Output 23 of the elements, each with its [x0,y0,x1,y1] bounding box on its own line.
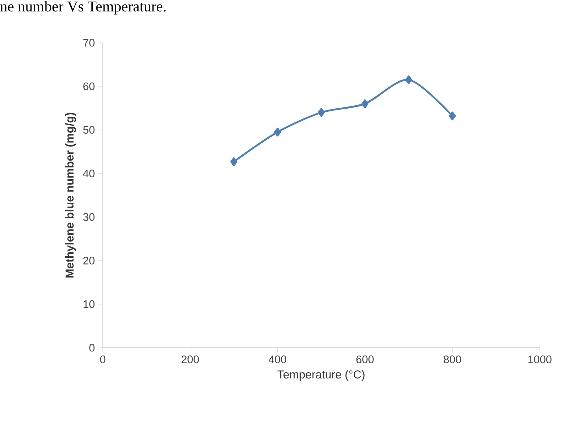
x-tick-label: 0 [100,356,106,364]
x-tick-label: 200 [182,356,200,364]
x-tick-label: 800 [444,356,462,364]
y-tick-label: 60 [84,82,95,90]
y-axis-title: Methylene blue number (mg/g) [65,112,76,278]
point [362,100,369,108]
x-tick-label: 400 [268,356,287,364]
y-tick-label: 0 [90,344,95,352]
x-tick-label: 600 [356,356,374,364]
y-tick-label: 10 [84,300,95,308]
y-tick-label: 30 [83,213,95,222]
point [274,128,282,137]
y-tick-label: 40 [83,170,95,178]
chart-title: ne number Vs Temperature. [0,1,166,15]
point [230,158,238,166]
point [449,112,456,121]
y-tick-label: 50 [83,126,95,134]
x-tick-label: 1000 [528,356,552,364]
y-tick-label: 20 [84,256,95,265]
point [405,76,412,84]
point [318,108,326,118]
y-tick-label: 70 [84,39,95,47]
x-axis-title: Temperature (°C) [278,370,365,382]
